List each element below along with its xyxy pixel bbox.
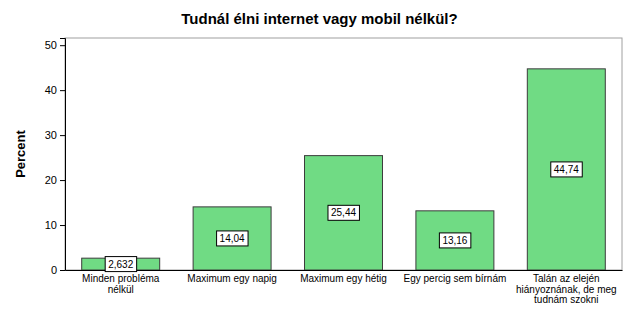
x-tick: Maximum egy hétig — [300, 270, 387, 284]
y-tick: 0 — [51, 264, 65, 276]
data-label: 2,632 — [108, 259, 133, 270]
x-axis-line — [66, 270, 623, 271]
data-label-box — [551, 162, 582, 177]
y-tick-mark — [60, 135, 65, 136]
x-tick: Talán az elejénhiányoznának, de megtudná… — [516, 270, 617, 305]
data-label-box — [328, 205, 359, 220]
y-axis-title: Percent — [13, 129, 28, 177]
y-tick-mark — [60, 45, 65, 46]
x-tick: Egy percig sem bírnám — [403, 270, 506, 284]
bar — [527, 69, 605, 270]
y-tick-label: 20 — [45, 174, 57, 186]
x-tick-label: Talán az elejénhiányoznának, de megtudná… — [516, 273, 617, 305]
y-tick-mark — [60, 180, 65, 181]
y-tick-label: 50 — [45, 39, 57, 51]
x-tick-label: Maximum egy hétig — [300, 273, 387, 284]
y-tick: 30 — [45, 129, 65, 141]
y-tick: 50 — [45, 39, 65, 51]
data-label-box — [217, 231, 248, 246]
y-tick: 40 — [45, 84, 65, 96]
data-labels: 2,632 14,04 25,44 13,16 44,74 — [105, 162, 582, 272]
bar — [193, 207, 271, 270]
bar — [416, 211, 494, 270]
data-label-box — [439, 233, 470, 248]
y-tick-mark — [60, 270, 65, 271]
y-axis-line — [60, 39, 66, 271]
y-tick-label: 40 — [45, 84, 57, 96]
x-tick-label: Maximum egy napig — [187, 273, 276, 284]
data-label-box — [105, 257, 136, 272]
data-label: 14,04 — [220, 233, 245, 244]
data-label: 44,74 — [554, 164, 579, 175]
bars — [82, 69, 606, 270]
y-tick-label: 10 — [45, 219, 57, 231]
data-label: 13,16 — [442, 235, 467, 246]
bar — [82, 258, 160, 270]
y-tick: 20 — [45, 174, 65, 186]
x-tick-label: Egy percig sem bírnám — [403, 273, 506, 284]
title: Tudnál élni internet vagy mobil nélkül? — [181, 10, 457, 27]
plot-frame — [65, 38, 622, 270]
chart: 0 10 20 30 40 50 Minden problémanélkül Maximum … — [0, 0, 639, 318]
x-axis: Minden problémanélkül Maximum egy napig Ma… — [66, 270, 623, 305]
x-tick: Maximum egy napig — [187, 270, 276, 284]
y-tick: 10 — [45, 219, 65, 231]
y-tick-label: 0 — [51, 264, 57, 276]
data-label: 25,44 — [331, 207, 356, 218]
plot: 0 10 20 30 40 50 Minden problémanélkül Maximum … — [45, 38, 623, 305]
y-tick-mark — [60, 90, 65, 91]
bar — [305, 156, 383, 270]
y-tick-mark — [60, 225, 65, 226]
x-tick-label: Minden problémanélkül — [82, 273, 160, 295]
y-axis: 0 10 20 30 40 50 — [45, 39, 66, 277]
y-tick-label: 30 — [45, 129, 57, 141]
x-tick: Minden problémanélkül — [82, 270, 160, 295]
